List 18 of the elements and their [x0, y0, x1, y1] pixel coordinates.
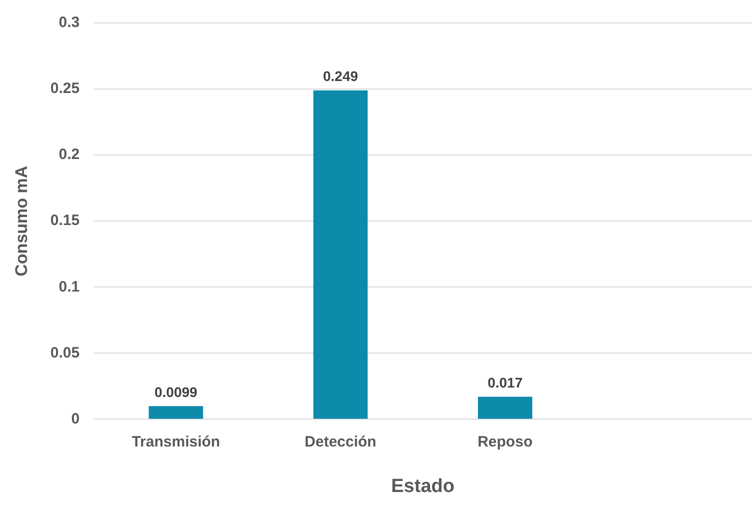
y-tick-label: 0.05 [50, 344, 80, 362]
y-tick-label: 0.25 [50, 80, 80, 98]
y-tick-label: 0.1 [58, 278, 80, 296]
y-tick-label: 0.3 [58, 14, 80, 32]
x-tick-label: Transmisión [132, 433, 220, 450]
bar [478, 396, 532, 419]
y-axis-title: Consumo mA [12, 166, 31, 276]
x-tick-label: Reposo [478, 433, 533, 450]
x-tick-label: Detección [304, 433, 376, 450]
bar [148, 406, 204, 419]
data-label: 0.249 [322, 68, 358, 84]
bar [313, 90, 368, 419]
data-label: 0.017 [488, 374, 523, 391]
x-axis-title: Estado [391, 476, 454, 497]
y-tick-label: 0 [71, 410, 80, 428]
data-label: 0.0099 [154, 384, 198, 400]
y-tick-label: 0.2 [58, 146, 80, 164]
y-tick-label: 0.15 [50, 212, 80, 230]
